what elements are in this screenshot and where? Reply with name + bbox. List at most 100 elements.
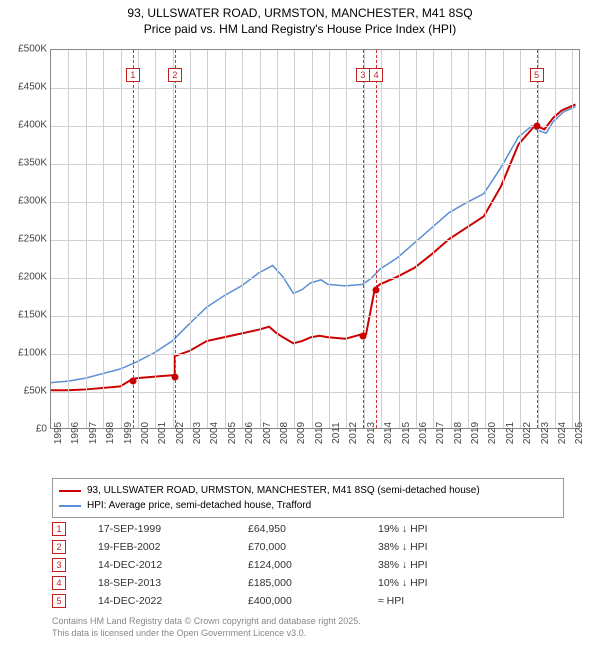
plot-region: 12345 [50, 49, 580, 429]
sale-marker-line [363, 50, 364, 428]
x-tick-label: 2017 [435, 422, 446, 444]
series-line [51, 105, 576, 391]
sales-row: 219-FEB-2002£70,00038% ↓ HPI [52, 538, 498, 556]
x-gridline [468, 50, 469, 428]
chart-container: 93, ULLSWATER ROAD, URMSTON, MANCHESTER,… [0, 0, 600, 650]
y-tick-label: £50K [24, 386, 47, 397]
legend-row-hpi: HPI: Average price, semi-detached house,… [59, 498, 557, 513]
x-tick-label: 2009 [296, 422, 307, 444]
sales-price: £400,000 [248, 595, 378, 607]
legend-row-price-paid: 93, ULLSWATER ROAD, URMSTON, MANCHESTER,… [59, 483, 557, 498]
x-gridline [346, 50, 347, 428]
y-gridline [51, 392, 579, 393]
sale-marker-number: 3 [356, 68, 370, 82]
sale-marker-line [376, 50, 377, 428]
x-tick-label: 2018 [453, 422, 464, 444]
x-gridline [121, 50, 122, 428]
sale-marker-number: 1 [126, 68, 140, 82]
footer-line1: Contains HM Land Registry data © Crown c… [52, 616, 361, 628]
sales-table: 117-SEP-1999£64,95019% ↓ HPI219-FEB-2002… [52, 520, 498, 610]
sales-diff: 19% ↓ HPI [378, 523, 498, 535]
sales-row: 514-DEC-2022£400,000≈ HPI [52, 592, 498, 610]
y-tick-label: £100K [18, 348, 47, 359]
x-gridline [207, 50, 208, 428]
x-tick-label: 2013 [366, 422, 377, 444]
sale-dot [171, 373, 178, 380]
x-gridline [433, 50, 434, 428]
sales-num-box: 4 [52, 576, 66, 590]
x-gridline [416, 50, 417, 428]
x-gridline [155, 50, 156, 428]
y-tick-label: £400K [18, 120, 47, 131]
x-gridline [364, 50, 365, 428]
sale-dot [359, 332, 366, 339]
legend-label-price-paid: 93, ULLSWATER ROAD, URMSTON, MANCHESTER,… [87, 483, 480, 498]
x-gridline [294, 50, 295, 428]
x-gridline [103, 50, 104, 428]
sales-num-box: 1 [52, 522, 66, 536]
x-tick-label: 2012 [348, 422, 359, 444]
x-gridline [520, 50, 521, 428]
sales-diff: ≈ HPI [378, 595, 498, 607]
x-gridline [138, 50, 139, 428]
y-gridline [51, 88, 579, 89]
x-gridline [381, 50, 382, 428]
sale-marker-line [175, 50, 176, 428]
x-tick-label: 2016 [418, 422, 429, 444]
x-gridline [572, 50, 573, 428]
sales-num-box: 2 [52, 540, 66, 554]
sales-num-box: 5 [52, 594, 66, 608]
sale-dot [373, 286, 380, 293]
sale-dot [533, 123, 540, 130]
x-tick-label: 2023 [540, 422, 551, 444]
x-tick-label: 2006 [244, 422, 255, 444]
sales-date: 17-SEP-1999 [98, 523, 248, 535]
y-tick-label: £0 [36, 424, 47, 435]
sales-date: 14-DEC-2012 [98, 559, 248, 571]
y-gridline [51, 126, 579, 127]
sales-price: £124,000 [248, 559, 378, 571]
x-tick-label: 2008 [279, 422, 290, 444]
x-tick-label: 2005 [227, 422, 238, 444]
chart-area: 12345 £0£50K£100K£150K£200K£250K£300K£35… [10, 39, 590, 477]
x-tick-label: 2011 [331, 422, 342, 444]
y-tick-label: £500K [18, 44, 47, 55]
x-tick-label: 2004 [209, 422, 220, 444]
title-subtitle: Price paid vs. HM Land Registry's House … [0, 22, 600, 38]
x-tick-label: 2025 [574, 422, 585, 444]
x-tick-label: 2001 [157, 422, 168, 444]
x-gridline [329, 50, 330, 428]
series-line [51, 107, 576, 383]
x-gridline [190, 50, 191, 428]
sales-date: 19-FEB-2002 [98, 541, 248, 553]
x-tick-label: 2002 [175, 422, 186, 444]
y-gridline [51, 240, 579, 241]
x-tick-label: 1997 [88, 422, 99, 444]
sales-row: 314-DEC-2012£124,00038% ↓ HPI [52, 556, 498, 574]
x-gridline [555, 50, 556, 428]
chart-lines-svg [51, 50, 579, 428]
y-tick-label: £150K [18, 310, 47, 321]
x-tick-label: 2015 [401, 422, 412, 444]
x-gridline [399, 50, 400, 428]
x-gridline [312, 50, 313, 428]
x-gridline [86, 50, 87, 428]
x-gridline [68, 50, 69, 428]
x-tick-label: 2020 [487, 422, 498, 444]
x-gridline [538, 50, 539, 428]
legend-label-hpi: HPI: Average price, semi-detached house,… [87, 498, 311, 513]
x-tick-label: 2019 [470, 422, 481, 444]
x-tick-label: 1999 [123, 422, 134, 444]
sales-diff: 38% ↓ HPI [378, 541, 498, 553]
x-gridline [260, 50, 261, 428]
x-tick-label: 2021 [505, 422, 516, 444]
y-gridline [51, 164, 579, 165]
x-gridline [225, 50, 226, 428]
sale-marker-number: 5 [530, 68, 544, 82]
y-gridline [51, 278, 579, 279]
x-tick-label: 1998 [105, 422, 116, 444]
x-gridline [451, 50, 452, 428]
x-tick-label: 2003 [192, 422, 203, 444]
sales-row: 117-SEP-1999£64,95019% ↓ HPI [52, 520, 498, 538]
legend-box: 93, ULLSWATER ROAD, URMSTON, MANCHESTER,… [52, 478, 564, 518]
